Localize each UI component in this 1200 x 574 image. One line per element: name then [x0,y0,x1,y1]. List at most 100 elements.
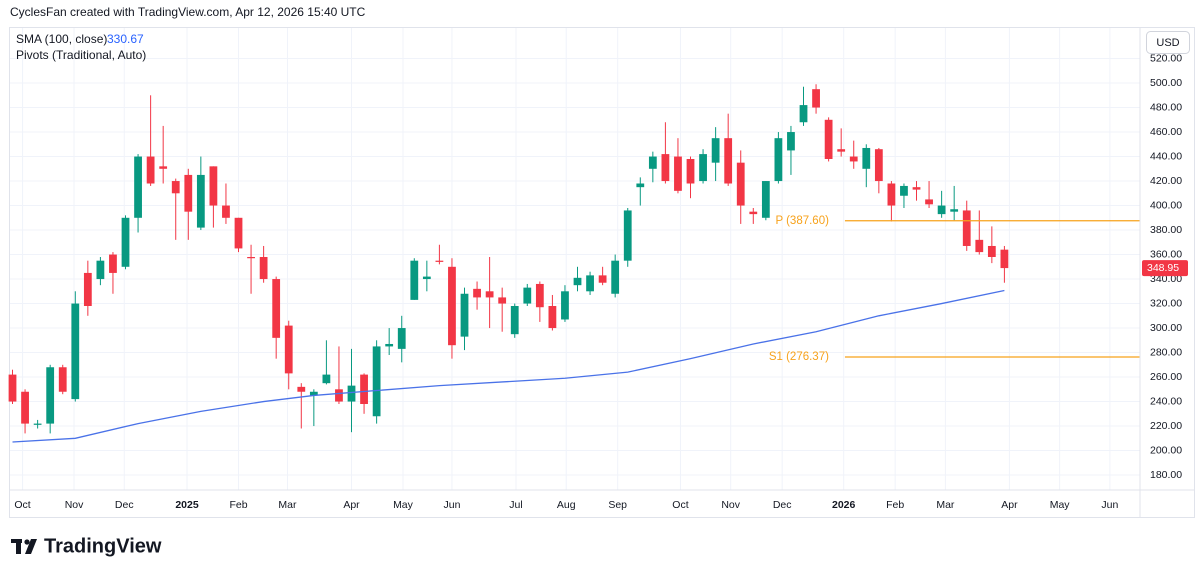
candle-body [699,154,707,182]
logo [11,539,37,554]
candle-body [862,147,871,169]
y-tick-label: 280.00 [1150,346,1182,358]
candle-body [134,156,142,218]
y-tick-label: 300.00 [1150,322,1182,334]
candle-body [874,149,883,182]
y-tick-label: 260.00 [1150,371,1182,383]
logo-part [25,539,37,554]
candle-body [460,293,469,337]
x-tick-label: Jun [443,499,460,511]
candle-body [109,254,117,273]
candle-body [887,183,896,206]
candle-body [774,138,783,182]
candle-body [925,199,933,205]
candle-body [473,288,481,298]
candle-body [284,325,293,374]
candle-body [234,217,243,249]
candle-body [799,105,808,123]
y-tick-label: 180.00 [1150,469,1182,481]
x-tick-label: Mar [278,499,297,511]
candle-body [121,217,130,267]
candle-body [435,260,444,262]
x-tick-label: Feb [229,499,247,511]
candle-body [184,174,193,212]
candle-body [410,260,419,300]
candle-body [548,306,557,329]
candle-body [598,275,607,283]
y-tick-label: 520.00 [1150,52,1182,64]
candle-body [309,391,318,396]
candle-body [975,239,984,253]
candle-body [724,138,733,184]
candle-body [586,275,594,292]
y-tick-label: 420.00 [1150,175,1182,187]
x-tick-label: Nov [65,499,84,511]
x-tick-label: Feb [886,499,904,511]
candle-body [498,297,507,304]
candle-body [259,256,268,280]
currency-label[interactable]: USD [1156,37,1179,49]
candle-body [372,346,381,417]
candle-body [297,386,306,392]
candle-body [849,156,858,162]
x-tick-label: 2026 [832,499,856,511]
candle-body [21,391,29,424]
x-tick-label: Mar [936,499,955,511]
candle-body [96,260,105,280]
x-tick-label: May [393,499,414,511]
candle-body [171,181,180,194]
x-tick-label: 2025 [175,499,199,511]
candle-body [636,183,645,188]
x-tick-label: Dec [773,499,792,511]
candle-body [272,279,281,338]
pivot-label: S1 (276.37) [769,351,829,363]
y-tick-label: 200.00 [1150,444,1182,456]
candle-body [523,287,532,304]
candle-body [837,149,846,152]
pivot-label: P (387.60) [775,215,829,227]
candle-body [611,260,620,294]
candle-body [761,181,770,218]
x-tick-label: Jul [509,499,522,511]
candle-body [900,185,908,196]
y-tick-label: 400.00 [1150,199,1182,211]
logo-part [16,539,21,554]
currency-button[interactable] [1146,31,1190,54]
x-tick-label: Oct [672,499,688,511]
candle-body [360,374,368,405]
candle-body [937,205,946,215]
candle-body [749,211,758,215]
candle-body [950,209,959,212]
x-tick-label: Apr [343,499,360,511]
candle-body [83,272,92,306]
candle-body [33,423,42,425]
last-price-label: 348.95 [1147,262,1179,274]
y-tick-label: 220.00 [1150,420,1182,432]
y-tick-label: 500.00 [1150,77,1182,89]
candle-body [385,343,394,347]
candle-body [711,138,720,163]
x-tick-label: Apr [1001,499,1018,511]
candle-body [196,174,205,228]
y-tick-label: 320.00 [1150,297,1182,309]
y-tick-label: 360.00 [1150,248,1182,260]
last-price-box [1142,260,1188,277]
candle-body [510,306,519,335]
legend-sma: SMA (100, close) [16,32,107,46]
x-tick-label: Jun [1101,499,1118,511]
candle-body [159,166,168,169]
candle-body [58,367,67,392]
candle-body [247,256,255,259]
candle-body [912,187,921,190]
candle-body [623,210,632,261]
candle-body [573,277,582,286]
candle-body [222,205,230,218]
candle-body [209,166,218,206]
x-tick-label: Dec [115,499,134,511]
header: CyclesFan created with TradingView.com, … [10,5,366,19]
candle-body [674,156,682,191]
candle-body [661,154,670,182]
candle-body [448,266,456,346]
